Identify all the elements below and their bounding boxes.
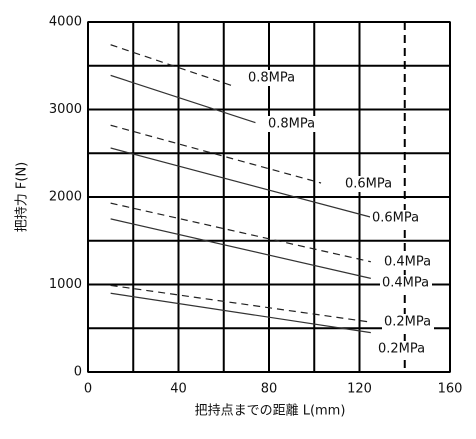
x-tick-label: 40 — [170, 382, 187, 397]
series-label: 0.4MPa — [382, 276, 429, 291]
x-axis-label: 把持点までの距離 L(mm) — [195, 404, 346, 419]
label-background — [382, 254, 434, 270]
line — [110, 292, 371, 334]
x-tick-label: 0 — [84, 382, 92, 397]
label-background — [370, 210, 422, 226]
line — [110, 202, 371, 263]
label-background — [246, 70, 298, 86]
label-background — [376, 341, 428, 357]
y-axis-label: 把持力 F(N) — [15, 162, 30, 232]
x-tick-label: 160 — [438, 382, 463, 397]
line — [110, 74, 256, 124]
series-label: 0.4MPa — [384, 255, 431, 270]
series-label: 0.6MPa — [345, 177, 392, 192]
x-tick-label: 120 — [347, 382, 372, 397]
line — [110, 218, 371, 279]
line — [110, 284, 371, 323]
series-label: 0.8MPa — [248, 71, 295, 86]
y-tick-label: 0 — [74, 365, 82, 380]
line — [110, 44, 233, 87]
label-background — [382, 314, 434, 330]
label-background — [380, 275, 432, 291]
series-label: 0.2MPa — [378, 342, 425, 357]
y-tick-label: 2000 — [49, 190, 82, 205]
y-tick-label: 4000 — [49, 15, 82, 30]
line — [110, 124, 322, 184]
line — [110, 147, 371, 218]
plot-frame — [87, 21, 451, 373]
series-label: 0.8MPa — [268, 117, 315, 132]
series-label: 0.6MPa — [372, 211, 419, 226]
label-background — [343, 176, 395, 192]
y-tick-label: 1000 — [49, 277, 82, 292]
y-tick-label: 3000 — [49, 102, 82, 117]
x-tick-label: 80 — [261, 382, 278, 397]
series-label: 0.2MPa — [384, 315, 431, 330]
label-background — [266, 116, 318, 132]
